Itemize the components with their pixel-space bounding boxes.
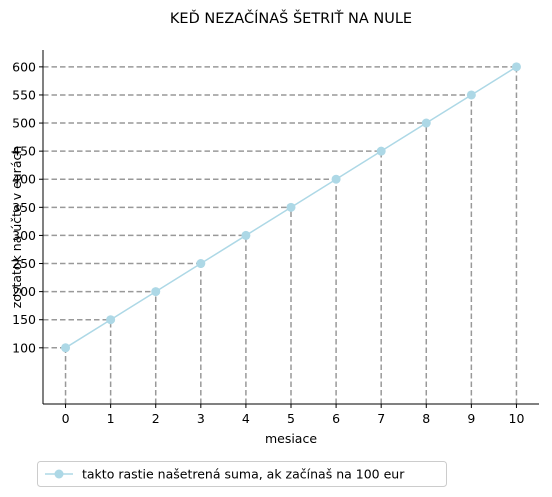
x-tick-label: 6 <box>332 411 340 426</box>
data-point <box>241 230 251 240</box>
y-tick-label: 300 <box>12 228 36 243</box>
y-tick-label: 200 <box>12 284 36 299</box>
y-tick-label: 600 <box>12 59 36 74</box>
y-tick-label: 250 <box>12 256 36 271</box>
data-point <box>511 62 521 72</box>
chart-title: KEĎ NEZAČÍNAŠ ŠETRIŤ NA NULE <box>170 9 412 27</box>
x-tick-label: 3 <box>197 411 205 426</box>
data-point <box>61 343 71 353</box>
x-tick-label: 4 <box>242 411 250 426</box>
legend: takto rastie našetrená suma, ak začínaš … <box>37 461 447 487</box>
x-tick-label: 1 <box>107 411 115 426</box>
y-tick-label: 500 <box>12 116 36 131</box>
data-point <box>376 146 386 156</box>
data-point <box>466 90 476 100</box>
y-tick-label: 450 <box>12 144 36 159</box>
y-tick-label: 400 <box>12 172 36 187</box>
series-layer <box>61 62 521 353</box>
guide-lines <box>43 66 518 404</box>
data-point <box>196 259 206 269</box>
x-axis-label: mesiace <box>265 431 317 446</box>
x-tick-label: 0 <box>62 411 70 426</box>
x-tick-label: 9 <box>467 411 475 426</box>
x-tick-label: 2 <box>152 411 160 426</box>
x-tick-label: 7 <box>377 411 385 426</box>
y-tick-label: 550 <box>12 87 36 102</box>
data-point <box>151 287 161 297</box>
legend-label: takto rastie našetrená suma, ak začínaš … <box>82 467 405 482</box>
y-axis-label: zostatok na účte v eurách <box>9 146 24 309</box>
y-tick-label: 350 <box>12 200 36 215</box>
data-point <box>286 202 296 212</box>
data-point <box>421 118 431 128</box>
y-tick-label: 150 <box>12 312 36 327</box>
legend-marker-sample <box>54 469 64 479</box>
x-tick-label: 10 <box>509 411 525 426</box>
legend-frame <box>37 461 447 487</box>
data-point <box>331 174 341 184</box>
x-tick-label: 5 <box>287 411 295 426</box>
data-point <box>106 315 116 325</box>
axes: 0 1 2 3 4 5 6 7 8 9 10 100 150 200 250 300 350 400 450 500 5… <box>12 50 539 426</box>
y-tick-label: 100 <box>12 340 36 355</box>
x-tick-label: 8 <box>422 411 430 426</box>
